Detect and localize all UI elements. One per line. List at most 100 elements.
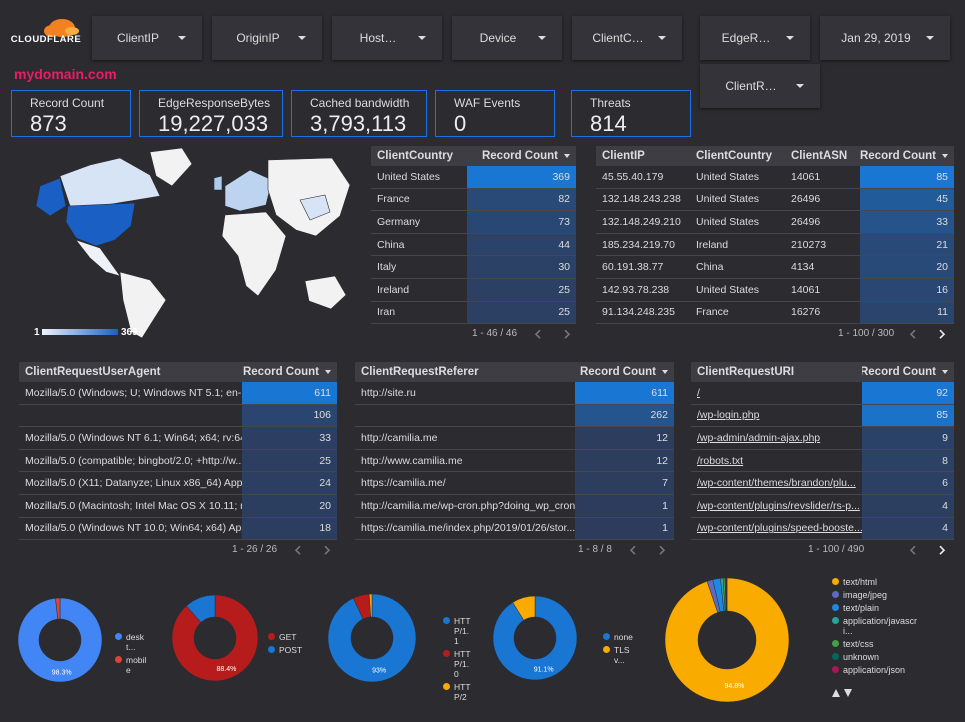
count-value: 33 [936,215,948,228]
table-row: Mozilla/5.0 (Windows NT 6.1; Win64; x64;… [19,427,337,450]
column-header: ClientIP [596,146,690,166]
cell-text: 132.148.243.238 [602,193,681,206]
column-header[interactable]: Record Count [242,362,337,382]
uri-link[interactable]: /wp-admin/admin-ajax.php [697,431,821,444]
page-arrow[interactable] [939,545,946,555]
page-arrow[interactable] [909,545,916,555]
uri-link[interactable]: /wp-content/plugins/revslider/rs-p... [697,499,860,512]
table-row: Germany 73 [371,211,576,234]
table-cell: 45.55.40.179 [596,166,690,188]
sort-icon [942,154,948,158]
legend-scroll[interactable] [832,689,852,697]
filter-dropdown[interactable]: Host… [332,16,442,60]
legend-label: application/json [843,665,906,675]
table-cell: China [690,256,785,278]
column-header: ClientASN [785,146,860,166]
map-legend-bar [42,329,118,335]
count-bar: 25 [467,278,576,301]
page-arrow[interactable] [564,329,571,339]
page-arrow[interactable] [939,329,946,339]
cell-text: 185.234.219.70 [602,238,675,251]
uri-link[interactable]: /wp-content/themes/brandon/plu... [697,477,856,490]
column-header: ClientCountry [690,146,785,166]
filter-dropdown[interactable]: ClientC… [572,16,682,60]
data-table: ClientCountry Record Count United States 36… [371,146,576,325]
uri-link[interactable]: / [697,386,700,399]
page-arrow[interactable] [659,545,666,555]
count-value: 611 [651,386,668,399]
column-title: ClientRequestUserAgent [25,366,161,378]
dropdown-caret [796,84,804,88]
table-cell: 4134 [785,256,860,278]
legend-label: GET [279,632,297,642]
column-header: ClientCountry [371,146,467,166]
column-header[interactable]: Record Count [860,146,954,166]
table-cell: https://camilia.me/ [355,472,575,494]
legend-item: text/plain [832,603,922,613]
count-value: 85 [936,409,948,422]
legend-item: none [603,632,639,642]
legend-dot [832,604,839,611]
page-arrow[interactable] [629,545,636,555]
page-arrow[interactable] [324,545,331,555]
count-bar: 33 [860,211,954,233]
uri-link[interactable]: /wp-login.php [697,409,760,422]
count-value: 45 [936,193,948,206]
legend-item: image/jpeg [832,590,922,600]
donut-legend: HTTP/1.1 HTTP/1.0 HTTP/2 [443,616,473,705]
filter-dropdown[interactable]: EdgeR… [700,16,810,60]
uri-link[interactable]: /wp-content/plugins/speed-booste... [697,522,862,535]
data-table: ClientIP ClientCountry ClientASN Record Cou… [596,146,954,325]
filter-dropdown[interactable]: Jan 29, 2019 [820,16,950,60]
filter-dropdown[interactable]: ClientR… [700,64,820,108]
pagination-label: 1 - 46 / 46 [472,328,518,340]
filter-dropdown[interactable]: ClientIP [92,16,202,60]
table-cell: Iran [371,302,467,324]
count-bar: 611 [242,382,337,404]
donut-slice [512,595,536,621]
legend-item: text/css [832,639,922,649]
legend-label: unknown [843,652,880,662]
dropdown-caret [926,36,934,40]
table-cell: Mozilla/5.0 (compatible; bingbot/2.0; +h… [19,450,242,472]
donut-slice [368,593,373,618]
count-bar: 20 [860,256,954,278]
count-value: 611 [314,386,331,399]
table-row: 45.55.40.179 United States 14061 85 [596,166,954,189]
table-row: Mozilla/5.0 (Windows NT 10.0; Win64; x64… [19,517,337,541]
cell-text: 14061 [791,283,821,296]
legend-dot [268,633,275,640]
donut-legend: deskt... mobile [115,632,151,678]
page-arrow[interactable] [909,329,916,339]
donut-slice [55,597,61,620]
table-cell: /wp-admin/admin-ajax.php [691,427,862,449]
column-header[interactable]: Record Count [575,362,674,382]
page-arrow[interactable] [294,545,301,555]
table-row: http://camilia.me/wp-cron.php?doing_wp_c… [355,494,674,518]
table-header: ClientCountry Record Count [371,146,576,166]
legend-dot [268,646,275,653]
filter-dropdown[interactable]: Device [452,16,562,60]
cell-text: 26496 [791,215,821,228]
cell-text: https://camilia.me/ [361,477,446,490]
sort-icon [662,370,668,374]
table-row: Mozilla/5.0 (Macintosh; Intel Mac OS X 1… [19,494,337,518]
table-cell: United States [690,279,785,301]
cell-text: France [377,193,410,206]
cell-text: Mozilla/5.0 (X11; Datanyze; Linux x86_64… [25,477,242,490]
slice-label: 93% [372,668,386,675]
count-bar: 1 [575,494,674,517]
table-row: 106 [19,404,337,428]
filter-dropdown[interactable]: OriginIP [212,16,322,60]
scorecard-value: 3,793,113 [310,111,407,136]
count-value: 85 [936,170,948,183]
column-header[interactable]: Record Count [862,362,954,382]
scorecard-label: EdgeResponseBytes [158,96,271,110]
column-header[interactable]: Record Count [467,146,576,166]
legend-item: application/json [832,665,922,675]
legend-label: image/jpeg [843,590,888,600]
legend-item: TLSv... [603,645,639,665]
page-arrow[interactable] [534,329,541,339]
table-cell: United States [690,166,785,188]
uri-link[interactable]: /robots.txt [697,454,744,467]
